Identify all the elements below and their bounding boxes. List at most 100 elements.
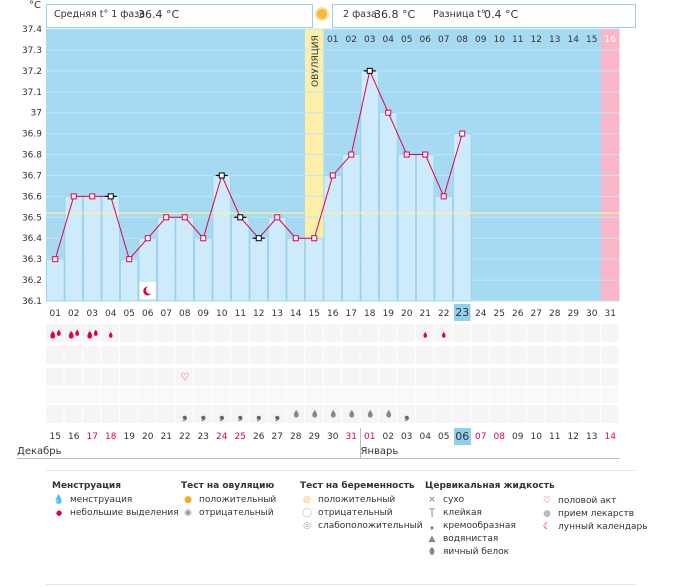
icon-cell — [471, 324, 489, 342]
cycle-day-label: 16 — [327, 309, 339, 319]
icon-cell — [490, 368, 508, 386]
menstruation-drop-icon: 💧 — [53, 495, 65, 505]
icon-cell — [212, 324, 230, 342]
temperature-point — [107, 193, 114, 200]
luteal-day-label: 15 — [586, 35, 597, 45]
date-label: 16 — [68, 432, 80, 442]
luteal-day-label: 01 — [327, 35, 338, 45]
temperature-bar — [286, 237, 305, 302]
icon-cell — [416, 405, 434, 423]
legend-menstruation-title: Менструация — [52, 481, 121, 491]
icon-cell — [471, 405, 489, 423]
date-label: 12 — [567, 432, 579, 442]
date-label: 13 — [586, 432, 598, 442]
month-right-rule — [360, 458, 620, 459]
icon-cell — [175, 368, 193, 386]
date-label: 31 — [345, 432, 357, 442]
cycle-day-label: 05 — [124, 309, 135, 319]
icon-cell — [194, 324, 212, 342]
egg-white-icon: ⬮ — [429, 547, 435, 557]
icon-cell — [471, 368, 489, 386]
icon-cell — [83, 368, 101, 386]
icon-cell — [490, 387, 508, 403]
icon-cell — [64, 368, 82, 386]
icon-cell — [101, 368, 119, 386]
sticky-icon: Ţ — [429, 508, 435, 518]
legend-pregnancy-item: отрицательный — [318, 508, 393, 518]
icon-cell — [342, 324, 360, 342]
icon-cell — [453, 387, 471, 403]
diff-label: Разница t° — [433, 9, 486, 20]
pregnancy-weak-icon: ◎ — [303, 521, 311, 531]
icon-cell — [434, 405, 452, 423]
temperature-point — [366, 67, 373, 74]
light-drop-icon: ● — [55, 509, 63, 517]
icon-cell — [305, 346, 323, 364]
icon-cell — [249, 346, 267, 364]
luteal-day-label: 11 — [512, 35, 523, 45]
temperature-bar — [379, 112, 398, 302]
icon-cell — [379, 387, 397, 403]
y-tick-label: 36.9 — [22, 130, 42, 140]
icon-cell — [527, 405, 545, 423]
legend-ovulation-test-title: Тест на овуляцию — [181, 481, 275, 491]
dry-icon: × — [428, 495, 436, 505]
date-label: 15 — [49, 432, 61, 442]
temperature-bar — [231, 217, 250, 302]
watery-icon — [349, 410, 355, 418]
y-unit-label: °C — [29, 0, 41, 11]
menstruation-drop-icon — [87, 331, 93, 339]
icon-cell — [601, 405, 619, 423]
icon-cell — [601, 368, 619, 386]
legend-ovulation-item: отрицательный — [199, 508, 274, 518]
temperature-chart: ОВУЛЯЦИЯ 01 02 03 04 05 06 07 08 09 10 11 12 13 14 15 16… — [22, 25, 620, 423]
diff-value: 0.4 °C — [484, 8, 519, 21]
temperature-bar — [194, 237, 213, 302]
legend-separator-top — [46, 470, 636, 471]
luteal-day-label: 13 — [549, 35, 560, 45]
icon-cell — [120, 405, 138, 423]
menstruation-drop-icon — [50, 331, 56, 339]
light-drop-icon — [423, 332, 428, 338]
icon-cell — [175, 387, 193, 403]
icon-cell — [305, 368, 323, 386]
next-cycle-column — [601, 29, 620, 301]
icon-cell — [397, 368, 415, 386]
icon-cell — [212, 346, 230, 364]
cycle-day-label: 24 — [475, 309, 487, 319]
cycle-day-label: 13 — [272, 309, 283, 319]
legend-menstruation-item: менструация — [70, 495, 133, 505]
legend-pregnancy-item: слабоположительный — [318, 521, 423, 531]
ovulation-label: ОВУЛЯЦИЯ — [311, 35, 321, 87]
cycle-day-label: 17 — [346, 309, 357, 319]
temperature-bar — [64, 196, 83, 302]
date-label: 29 — [308, 432, 320, 442]
legend-ovulation-item: положительный — [199, 495, 277, 505]
temperature-bar — [323, 175, 342, 302]
watery-icon — [330, 410, 336, 418]
cycle-day-label: 11 — [235, 309, 246, 319]
icon-cell — [305, 324, 323, 342]
date-label: 24 — [216, 432, 228, 442]
icon-cell — [342, 387, 360, 403]
icon-cell — [138, 368, 156, 386]
icon-cell — [120, 324, 138, 342]
y-tick-label: 36.5 — [22, 213, 42, 223]
luteal-day-label: 06 — [420, 35, 432, 45]
icon-cell — [508, 346, 526, 364]
icon-cell — [527, 368, 545, 386]
date-label: 27 — [271, 432, 283, 442]
icon-cell — [434, 387, 452, 403]
legend-other-item: прием лекарств — [558, 509, 635, 519]
temperature-point — [274, 214, 281, 221]
temperature-point — [144, 235, 151, 242]
icon-cell — [453, 324, 471, 342]
date-label: 30 — [327, 432, 339, 442]
icon-cell — [83, 346, 101, 364]
icon-cell — [379, 324, 397, 342]
y-tick-label: 37.2 — [22, 67, 42, 77]
icon-cell — [397, 387, 415, 403]
moon-icon-cutout — [145, 286, 154, 294]
icon-cell — [194, 346, 212, 364]
icon-cell — [231, 346, 249, 364]
